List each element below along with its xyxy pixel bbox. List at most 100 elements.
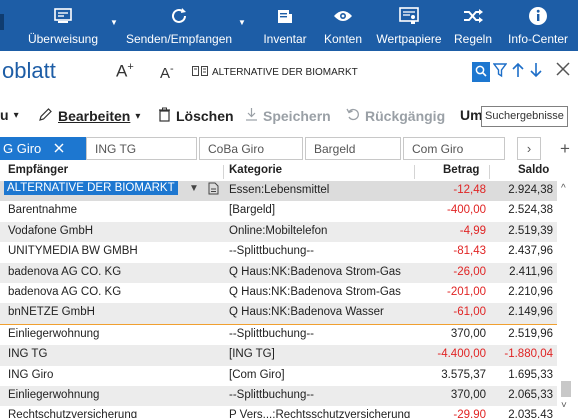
close-tab-icon[interactable] (54, 141, 64, 156)
cell-amount: 3.575,37 (441, 368, 486, 381)
tab-scroll-right-button[interactable]: › (517, 137, 541, 160)
font-decrease-button[interactable]: A- (160, 63, 174, 82)
cell-payee: Barentnahme (8, 204, 78, 217)
loeschen-button[interactable]: Löschen (158, 107, 234, 125)
scroll-thumb[interactable] (561, 381, 571, 397)
cell-category: Q Haus:NK:Badenova Strom-Gas (229, 285, 401, 298)
transfer-form-icon (52, 5, 74, 27)
wertpapiere-button[interactable]: Wertpapiere (372, 0, 446, 51)
tab-ing-tg-label: ING TG (95, 141, 137, 156)
senden-empfangen-menu-caret[interactable]: ▼ (238, 18, 246, 27)
ueberweisung-button[interactable]: Überweisung (26, 0, 100, 51)
column-separator (414, 165, 415, 179)
arrow-up-icon[interactable] (512, 62, 524, 82)
konten-button[interactable]: Konten (320, 0, 366, 51)
senden-empfangen-label: Senden/Empfangen (125, 32, 233, 46)
eye-icon (332, 5, 354, 27)
cell-balance: 2.519,96 (508, 327, 553, 340)
cell-category: Q Haus:NK:Badenova Wasser (229, 306, 384, 319)
download-icon (245, 107, 258, 124)
payee-edit-field[interactable]: ALTERNATIVE DER BIOMARKT (4, 181, 184, 199)
column-header-saldo[interactable]: Saldo (518, 164, 550, 176)
page-title: oblatt (2, 58, 56, 83)
cell-category: Q Haus:NK:Badenova Strom-Gas (229, 265, 401, 278)
search-button[interactable] (472, 62, 490, 82)
tooltip-suchergebnisse: Suchergebnisse (481, 106, 568, 127)
rueckgaengig-button[interactable]: Rückgängig (346, 107, 445, 124)
tab-com-giro[interactable]: Com Giro (403, 137, 505, 160)
scroll-up-icon[interactable]: ^ (561, 183, 566, 194)
add-tab-button[interactable]: + (553, 137, 577, 160)
account-tabs: G Giro ING TG CoBa Giro Bargeld Com Giro… (0, 137, 578, 161)
tab-bargeld[interactable]: Bargeld (305, 137, 401, 160)
payee-dropdown-icon[interactable]: ▼ (189, 183, 199, 194)
chevron-down-icon: ▾ (13, 109, 19, 121)
table-row[interactable]: Vodafone GmbH Online:Mobiltelefon -4,99 2.5… (0, 221, 557, 243)
cell-payee: Vodafone GmbH (8, 224, 94, 237)
cell-payee: Einliegerwohnung (8, 327, 100, 340)
column-header-betrag[interactable]: Betrag (443, 164, 480, 176)
ueberweisung-menu-caret[interactable]: ▼ (110, 18, 118, 27)
info-center-button[interactable]: Info-Center (500, 0, 576, 51)
scroll-down-icon[interactable]: ˅ (561, 400, 567, 411)
table-row[interactable]: UNITYMEDIA BW GMBH --Splittbuchung-- -81,4… (0, 242, 557, 262)
arrow-down-icon[interactable] (530, 62, 542, 82)
cell-balance: 2.210,96 (508, 285, 553, 298)
inventar-button[interactable]: Inventar (256, 0, 314, 51)
search-field-type-icon (192, 65, 212, 80)
cell-amount: -26,00 (453, 265, 486, 278)
table-row[interactable]: Rechtschutzversicherung P Vers...:Rechtss… (0, 406, 557, 418)
tab-ing-tg[interactable]: ING TG (86, 137, 197, 160)
table-row[interactable]: Einliegerwohnung --Splittbuchung-- 370,00 2… (0, 325, 557, 345)
font-increase-button[interactable]: A+ (116, 61, 134, 82)
table-row[interactable]: badenova AG CO. KG Q Haus:NK:Badenova Str… (0, 283, 557, 303)
cell-payee: badenova AG CO. KG (8, 285, 122, 298)
tab-coba-giro-label: CoBa Giro (208, 141, 265, 156)
future-transactions-divider (0, 323, 557, 325)
cell-balance: 2.035,43 (508, 409, 553, 418)
cell-balance: 2.149,96 (508, 306, 553, 319)
close-icon[interactable] (556, 61, 570, 81)
table-row[interactable]: ING Giro [Com Giro] 3.575,37 1.695,33 (0, 366, 557, 386)
cell-balance: -1.880,04 (504, 348, 553, 361)
cell-balance: 2.924,38 (508, 184, 553, 196)
speichern-button[interactable]: Speichern (245, 107, 331, 124)
cell-amount: -400,00 (446, 204, 486, 217)
cell-payee: ING Giro (8, 368, 54, 381)
vertical-scrollbar[interactable] (558, 180, 578, 418)
plus-icon: + (560, 138, 570, 158)
font-decrease-sign: - (170, 63, 174, 75)
column-header-kategorie[interactable]: Kategorie (229, 164, 283, 176)
regeln-button[interactable]: Regeln (450, 0, 496, 51)
cell-category: P Vers...:Rechtsschutzversicherung (229, 409, 411, 418)
table-row-selected[interactable]: ALTERNATIVE DER BIOMARKT ▼ Essen:Lebensmit… (0, 181, 557, 202)
tab-ing-giro[interactable]: G Giro (0, 137, 86, 160)
table-row[interactable]: Barentnahme [Bargeld] -400,00 2.524,38 (0, 201, 557, 221)
cell-payee: Einliegerwohnung (8, 388, 100, 401)
senden-empfangen-button[interactable]: Senden/Empfangen (124, 0, 234, 51)
search-input[interactable] (212, 66, 462, 78)
cell-category: [Com Giro] (229, 368, 285, 381)
note-icon[interactable] (208, 182, 219, 198)
rueckgaengig-label: Rückgängig (365, 107, 446, 124)
font-increase-glyph: A (116, 61, 128, 81)
trash-icon (158, 107, 171, 125)
table-row[interactable]: bnNETZE GmbH Q Haus:NK:Badenova Wasser -61… (0, 303, 557, 324)
cell-amount: -12,48 (453, 184, 486, 196)
menu-partial-button[interactable]: u ▾ (0, 107, 19, 123)
column-header-empfaenger[interactable]: Empfänger (8, 164, 69, 176)
cell-amount: 370,00 (450, 388, 486, 401)
cell-balance: 2.519,39 (508, 224, 553, 237)
loeschen-label: Löschen (176, 108, 234, 124)
cell-amount: -4.400,00 (437, 348, 486, 361)
tab-coba-giro[interactable]: CoBa Giro (199, 137, 303, 160)
table-row[interactable]: Einliegerwohnung --Splittbuchung-- 370,00 2… (0, 385, 557, 407)
table-row[interactable]: badenova AG CO. KG Q Haus:NK:Badenova Str… (0, 262, 557, 283)
search-box (190, 58, 472, 86)
bearbeiten-button[interactable]: Bearbeiten ▾ (38, 107, 140, 125)
table-row[interactable]: ING TG [ING TG] -4.400,00 -1.880,04 (0, 345, 557, 366)
info-icon (527, 5, 549, 27)
more-partial-button[interactable]: Um (460, 107, 483, 123)
filter-icon[interactable] (492, 62, 508, 82)
konten-label: Konten (323, 32, 363, 46)
